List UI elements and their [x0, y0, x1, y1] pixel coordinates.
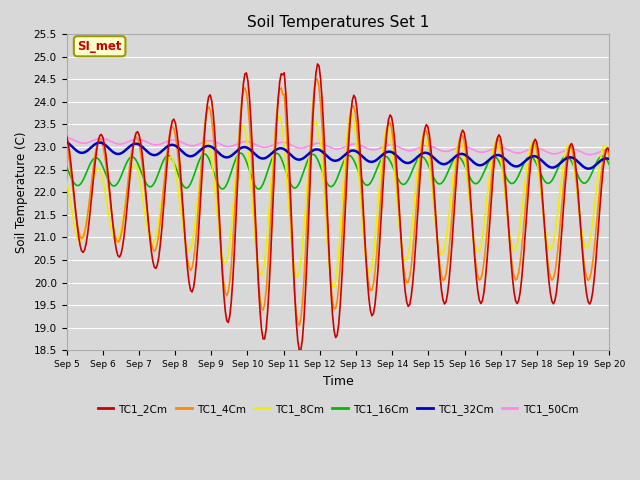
TC1_8Cm — [129, 163, 137, 168]
TC1_50Cm — [586, 152, 593, 157]
TC1_2Cm — [243, 70, 250, 76]
TC1_2Cm — [129, 145, 137, 151]
TC1_4Cm — [63, 141, 70, 147]
TC1_16Cm — [303, 159, 311, 165]
TC1_16Cm — [579, 180, 586, 185]
TC1_2Cm — [225, 320, 232, 325]
TC1_16Cm — [253, 185, 261, 191]
TC1_32Cm — [129, 142, 137, 147]
TC1_50Cm — [63, 135, 70, 141]
TC1_8Cm — [605, 158, 613, 164]
TC1_4Cm — [301, 250, 309, 255]
TC1_16Cm — [225, 178, 232, 183]
TC1_4Cm — [225, 289, 232, 295]
TC1_8Cm — [579, 230, 586, 236]
TC1_2Cm — [314, 61, 321, 67]
TC1_32Cm — [63, 139, 70, 145]
Text: SI_met: SI_met — [77, 40, 122, 53]
TC1_2Cm — [605, 148, 613, 154]
TC1_16Cm — [63, 164, 70, 170]
TC1_8Cm — [63, 177, 70, 183]
TC1_16Cm — [244, 163, 252, 169]
TC1_4Cm — [312, 76, 320, 82]
Line: TC1_50Cm: TC1_50Cm — [67, 138, 609, 155]
Legend: TC1_2Cm, TC1_4Cm, TC1_8Cm, TC1_16Cm, TC1_32Cm, TC1_50Cm: TC1_2Cm, TC1_4Cm, TC1_8Cm, TC1_16Cm, TC1… — [93, 400, 582, 419]
TC1_4Cm — [243, 90, 250, 96]
Title: Soil Temperatures Set 1: Soil Temperatures Set 1 — [247, 15, 429, 30]
TC1_50Cm — [300, 145, 308, 151]
TC1_32Cm — [252, 152, 259, 157]
TC1_8Cm — [347, 110, 355, 116]
TC1_32Cm — [225, 154, 232, 160]
TC1_50Cm — [225, 144, 232, 149]
TC1_8Cm — [252, 240, 259, 246]
TC1_32Cm — [605, 156, 613, 162]
X-axis label: Time: Time — [323, 375, 353, 388]
Y-axis label: Soil Temperature (C): Soil Temperature (C) — [15, 132, 28, 253]
TC1_4Cm — [579, 242, 586, 248]
TC1_4Cm — [605, 154, 613, 160]
TC1_32Cm — [243, 144, 250, 150]
TC1_8Cm — [243, 135, 250, 141]
TC1_4Cm — [129, 141, 137, 147]
TC1_16Cm — [237, 150, 244, 156]
TC1_32Cm — [300, 155, 308, 161]
TC1_16Cm — [255, 186, 262, 192]
TC1_16Cm — [129, 154, 137, 160]
Line: TC1_32Cm: TC1_32Cm — [67, 142, 609, 168]
TC1_4Cm — [252, 230, 259, 236]
TC1_2Cm — [296, 348, 303, 353]
TC1_2Cm — [63, 133, 70, 139]
TC1_50Cm — [252, 142, 259, 147]
TC1_2Cm — [301, 290, 309, 296]
Line: TC1_16Cm: TC1_16Cm — [67, 153, 609, 189]
TC1_2Cm — [579, 244, 586, 250]
TC1_8Cm — [300, 225, 308, 230]
TC1_2Cm — [252, 218, 259, 224]
TC1_32Cm — [575, 160, 583, 166]
TC1_50Cm — [243, 139, 250, 144]
TC1_50Cm — [605, 147, 613, 153]
TC1_16Cm — [605, 162, 613, 168]
TC1_50Cm — [575, 148, 583, 154]
Line: TC1_8Cm: TC1_8Cm — [67, 113, 609, 287]
TC1_8Cm — [225, 250, 232, 256]
TC1_50Cm — [129, 137, 137, 143]
Line: TC1_4Cm: TC1_4Cm — [67, 79, 609, 325]
Line: TC1_2Cm: TC1_2Cm — [67, 64, 609, 350]
TC1_8Cm — [329, 284, 337, 289]
TC1_4Cm — [296, 323, 303, 328]
TC1_32Cm — [584, 166, 592, 171]
